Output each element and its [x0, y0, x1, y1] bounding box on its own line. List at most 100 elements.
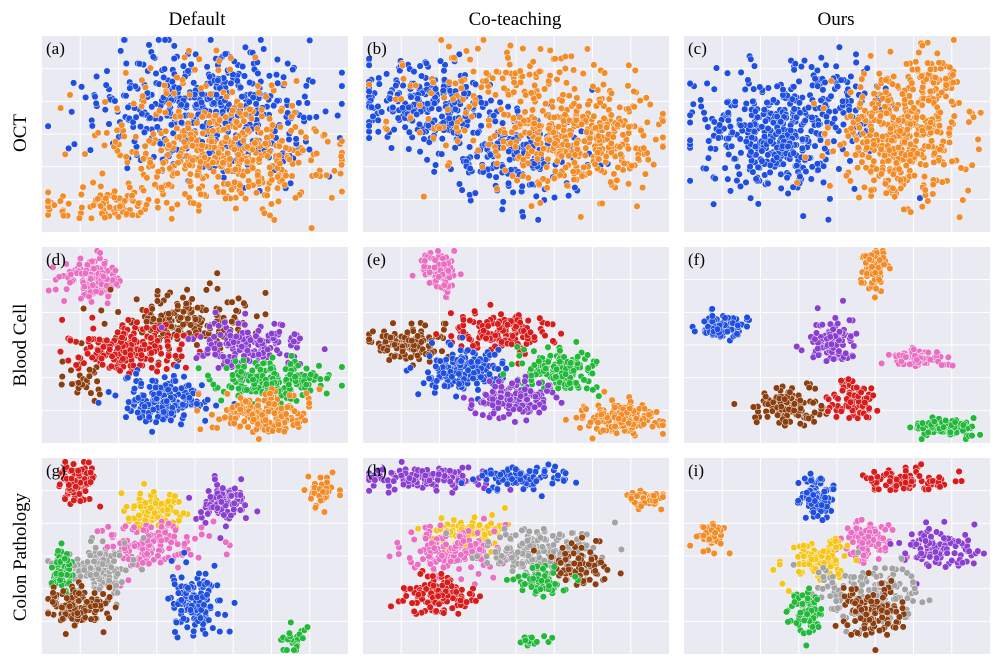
data-point-orange: [274, 197, 283, 205]
data-point-blue: [766, 161, 774, 169]
data-point-blue: [177, 119, 186, 127]
data-point-orange: [207, 90, 215, 98]
data-point-blue: [441, 382, 449, 390]
data-point-orange: [881, 180, 889, 188]
data-point-brown: [407, 320, 416, 328]
data-point-blue: [185, 394, 193, 402]
data-point-brown: [398, 347, 407, 356]
data-point-blue: [775, 128, 783, 136]
data-point-blue: [474, 129, 482, 137]
data-point-orange: [141, 83, 149, 91]
data-point-orange: [517, 78, 525, 87]
data-point-blue: [748, 134, 756, 142]
data-point-red: [64, 357, 72, 365]
data-point-blue: [338, 100, 346, 108]
data-point-orange: [650, 161, 658, 169]
data-point-blue: [430, 168, 438, 176]
data-point-blue: [830, 137, 838, 145]
data-point-orange: [277, 107, 285, 115]
data-point-blue: [146, 114, 154, 122]
data-point-blue: [733, 177, 741, 185]
data-point-blue: [795, 77, 803, 85]
data-point-blue: [148, 377, 156, 385]
data-point-orange: [945, 138, 954, 146]
data-point-orange: [307, 156, 315, 164]
data-point-pink: [409, 272, 417, 280]
data-point-brown: [202, 286, 210, 294]
data-point-blue: [375, 80, 383, 88]
data-point-orange: [122, 69, 130, 77]
data-point-orange: [479, 36, 488, 44]
data-point-blue: [469, 374, 477, 382]
data-point-green: [229, 371, 237, 379]
data-point-blue: [125, 398, 133, 406]
data-point-orange: [328, 194, 336, 202]
data-point-orange: [870, 157, 878, 165]
data-point-blue: [407, 93, 415, 101]
data-point-orange: [510, 114, 518, 122]
points-group: [686, 36, 985, 224]
data-point-orange: [382, 117, 390, 126]
data-point-orange: [560, 117, 568, 125]
data-point-orange: [214, 66, 222, 74]
data-point-green: [508, 360, 516, 368]
data-point-orange: [868, 126, 876, 134]
data-point-blue: [120, 36, 128, 44]
data-point-orange: [287, 127, 295, 135]
data-point-orange: [570, 85, 579, 93]
data-point-green: [228, 384, 236, 392]
data-point-red: [84, 350, 92, 358]
data-point-blue: [777, 184, 785, 192]
data-point-orange: [161, 81, 169, 89]
data-point-orange: [263, 126, 271, 134]
data-point-orange: [793, 179, 801, 187]
data-point-purple: [252, 332, 260, 340]
data-point-orange: [253, 125, 261, 133]
data-point-orange: [628, 162, 636, 170]
data-point-blue: [790, 66, 798, 74]
data-point-orange: [168, 205, 176, 213]
data-point-red: [126, 351, 134, 359]
data-point-pink: [66, 279, 74, 287]
data-point-blue: [117, 47, 125, 55]
data-point-orange: [219, 159, 227, 167]
data-point-orange: [527, 89, 535, 97]
data-point-pink: [75, 260, 83, 268]
data-point-orange: [902, 60, 911, 68]
data-point-orange: [302, 389, 310, 397]
data-point-pink: [55, 273, 63, 281]
data-point-blue: [474, 358, 482, 366]
data-point-pink: [421, 257, 429, 265]
data-point-orange: [585, 169, 593, 177]
data-point-orange: [925, 96, 933, 105]
data-point-orange: [844, 132, 852, 140]
data-point-blue: [464, 366, 472, 374]
data-point-orange: [191, 66, 199, 74]
data-point-purple: [192, 354, 200, 362]
data-point-blue: [731, 98, 739, 106]
data-point-orange: [185, 47, 193, 55]
data-point-blue: [736, 135, 744, 143]
data-point-orange: [855, 124, 864, 132]
data-point-blue: [227, 79, 235, 87]
data-point-blue: [301, 93, 309, 101]
data-point-blue: [206, 73, 214, 81]
data-point-blue: [418, 72, 426, 80]
data-point-red: [494, 320, 502, 328]
data-point-blue: [146, 383, 154, 391]
data-point-orange: [161, 109, 169, 117]
data-point-orange: [942, 81, 950, 89]
data-point-blue: [273, 55, 281, 64]
data-point-orange: [244, 126, 252, 134]
data-point-blue: [758, 123, 766, 131]
data-point-blue: [502, 365, 510, 373]
data-point-blue: [721, 164, 729, 172]
data-point-blue: [105, 388, 113, 396]
data-point-orange: [101, 214, 109, 222]
data-point-brown: [228, 298, 236, 306]
data-point-orange: [243, 167, 251, 175]
data-point-green: [267, 364, 275, 373]
data-point-blue: [795, 99, 803, 107]
data-point-brown: [386, 333, 395, 342]
